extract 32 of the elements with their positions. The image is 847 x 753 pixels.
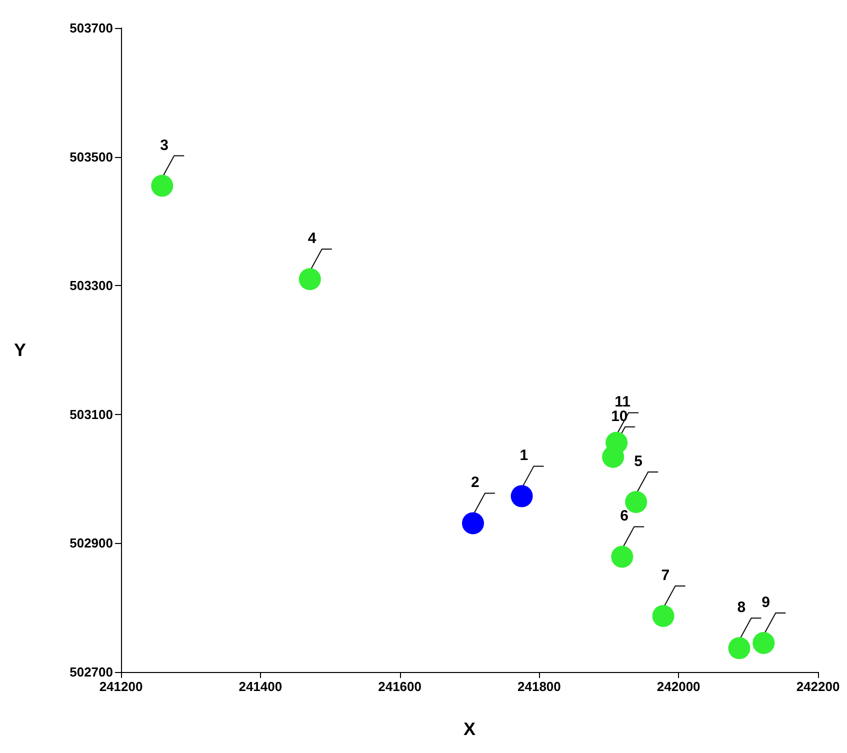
annotation: 8 xyxy=(737,599,746,616)
x-tick-label: 241800 xyxy=(518,679,561,694)
x-tick-label: 242000 xyxy=(656,679,700,694)
y-tick-label: 503100 xyxy=(70,406,113,422)
annotation: 9 xyxy=(762,594,770,612)
point xyxy=(611,546,634,568)
x-tick-label: 241400 xyxy=(238,679,282,694)
point xyxy=(606,432,628,454)
x-tick-label: 241600 xyxy=(378,679,422,694)
y-tick-label: 503500 xyxy=(70,149,113,164)
annotation: 3 xyxy=(160,136,168,154)
x-tick-label: 242200 xyxy=(796,679,840,694)
y-tick-label: 503700 xyxy=(70,20,113,36)
x-tick-label: 241200 xyxy=(99,679,143,694)
annotation: 1 xyxy=(520,447,528,464)
annotation: 2 xyxy=(470,474,480,492)
annotation: 5 xyxy=(634,452,642,470)
y-tick-label: 503300 xyxy=(70,278,113,294)
point xyxy=(728,637,750,660)
y-tick-label: 502700 xyxy=(70,664,113,680)
point xyxy=(298,268,321,290)
annotation: 6 xyxy=(620,508,628,525)
annotation: 4 xyxy=(308,230,317,248)
point xyxy=(462,512,484,534)
annotation: 7 xyxy=(661,566,670,584)
y-tick-label: 502900 xyxy=(70,536,113,551)
point xyxy=(510,485,533,508)
point xyxy=(752,632,775,654)
point xyxy=(652,604,674,627)
point xyxy=(151,174,174,197)
x-axis-title: X xyxy=(463,719,476,739)
y-axis-title: Y xyxy=(14,340,26,360)
